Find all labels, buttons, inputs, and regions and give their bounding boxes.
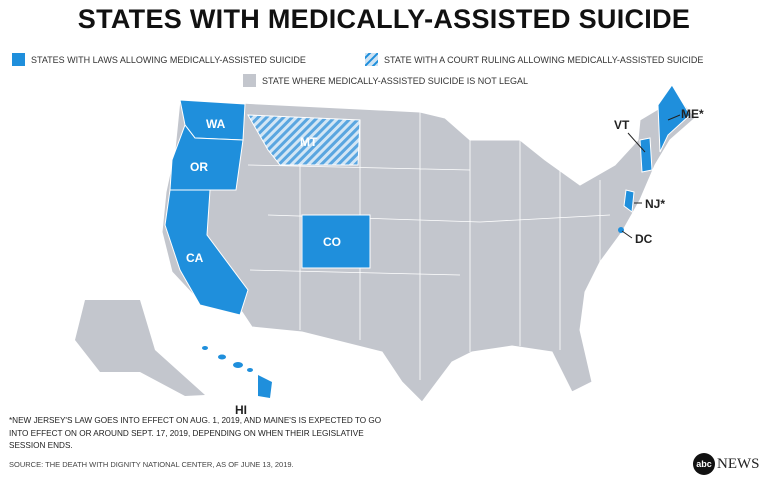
state-alaska — [75, 300, 205, 396]
legend-item-not-legal: STATE WHERE MEDICALLY-ASSISTED SUICIDE I… — [243, 74, 528, 87]
logo-text: NEWS — [717, 455, 760, 472]
state-nj — [623, 189, 635, 213]
legend-label: STATES WITH LAWS ALLOWING MEDICALLY-ASSI… — [31, 54, 306, 65]
label-ca: CA — [186, 251, 204, 265]
label-nj: NJ* — [645, 197, 665, 211]
map-title: STATES WITH MEDICALLY-ASSISTED SUICIDE — [77, 4, 691, 34]
legend-swatch-hatched — [365, 53, 378, 66]
state-or — [169, 123, 244, 191]
leader-lines — [621, 114, 681, 239]
state-me — [657, 84, 691, 153]
legend-swatch-solid — [12, 53, 25, 66]
source-note: SOURCE: THE DEATH WITH DIGNITY NATIONAL … — [9, 460, 294, 469]
state-hi — [202, 346, 272, 398]
legend-item-court: STATE WITH A COURT RULING ALLOWING MEDIC… — [365, 53, 703, 66]
state-co — [301, 214, 371, 269]
label-vt: VT — [614, 118, 630, 132]
abc-news-logo: abc NEWS — [693, 453, 760, 475]
legend-item-law: STATES WITH LAWS ALLOWING MEDICALLY-ASSI… — [12, 53, 306, 66]
label-me: ME* — [681, 107, 704, 121]
legend-label: STATE WHERE MEDICALLY-ASSISTED SUICIDE I… — [262, 75, 529, 86]
label-dc: DC — [635, 232, 653, 246]
state-vt — [639, 137, 653, 173]
label-co: CO — [323, 235, 341, 249]
label-hi: HI — [235, 403, 247, 417]
label-wa: WA — [206, 117, 226, 131]
label-or: OR — [190, 160, 208, 174]
abc-logo-mark: abc — [693, 453, 715, 475]
legend-label: STATE WITH A COURT RULING ALLOWING MEDIC… — [384, 54, 704, 65]
state-mt — [247, 114, 361, 166]
state-ca — [164, 189, 249, 316]
label-mt: MT — [300, 135, 318, 149]
footnote: *NEW JERSEY'S LAW GOES INTO EFFECT ON AU… — [9, 416, 382, 451]
legend-swatch-gray — [243, 74, 256, 87]
